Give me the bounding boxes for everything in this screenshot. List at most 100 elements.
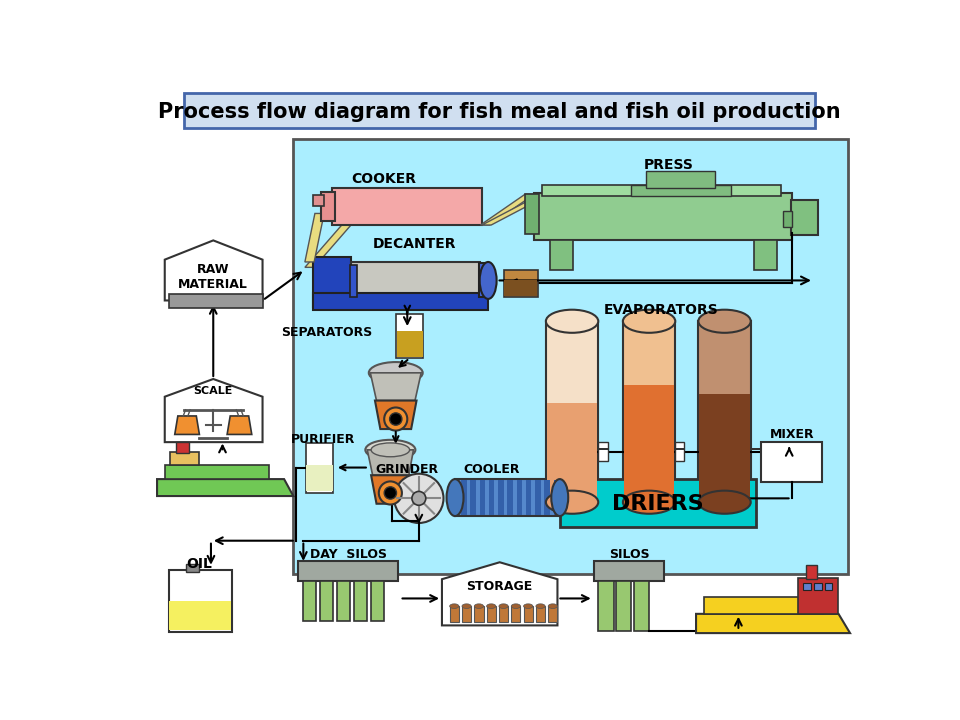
Bar <box>313 195 324 206</box>
Bar <box>498 480 504 516</box>
Polygon shape <box>157 479 294 496</box>
Bar <box>704 597 823 614</box>
Bar <box>783 211 792 227</box>
Bar <box>480 480 485 516</box>
Text: PURIFIER: PURIFIER <box>291 433 355 446</box>
Bar <box>169 294 262 308</box>
Bar <box>646 171 715 188</box>
Circle shape <box>384 487 396 499</box>
Bar <box>791 200 818 235</box>
Circle shape <box>384 408 407 431</box>
Ellipse shape <box>623 310 675 333</box>
Bar <box>598 442 608 461</box>
Bar <box>675 442 684 461</box>
Bar <box>761 442 822 482</box>
Ellipse shape <box>623 490 675 514</box>
Bar <box>313 293 488 310</box>
Bar <box>806 565 817 579</box>
Ellipse shape <box>546 490 598 514</box>
Bar <box>512 606 520 621</box>
Bar <box>593 562 664 581</box>
Text: RAW
MATERIAL: RAW MATERIAL <box>179 264 249 292</box>
Bar <box>470 480 476 516</box>
Bar <box>305 443 333 493</box>
Bar <box>526 480 531 516</box>
Bar <box>303 581 317 621</box>
Text: Process flow diagram for fish meal and fish oil production: Process flow diagram for fish meal and f… <box>158 102 841 122</box>
Bar <box>177 442 188 453</box>
Bar <box>616 581 632 631</box>
Bar <box>504 270 539 297</box>
Bar <box>169 600 231 630</box>
Ellipse shape <box>499 604 508 608</box>
Text: DAY  SILOS: DAY SILOS <box>310 548 387 561</box>
Bar <box>508 480 513 516</box>
Bar <box>523 606 533 621</box>
Bar <box>548 606 558 621</box>
Bar <box>804 583 811 590</box>
Text: DECANTER: DECANTER <box>373 238 457 251</box>
Bar <box>321 581 333 621</box>
Bar <box>313 257 351 307</box>
Bar <box>544 480 550 516</box>
Bar <box>184 93 815 128</box>
Bar <box>165 465 269 479</box>
Bar <box>294 139 848 574</box>
Bar <box>499 606 508 621</box>
Bar <box>462 606 471 621</box>
Bar <box>624 385 675 501</box>
Circle shape <box>412 492 426 505</box>
Polygon shape <box>696 614 850 633</box>
Polygon shape <box>535 193 792 240</box>
Text: EVAPORATORS: EVAPORATORS <box>604 302 719 317</box>
Bar <box>461 480 467 516</box>
Circle shape <box>390 413 402 426</box>
Polygon shape <box>165 240 262 300</box>
Bar <box>298 562 398 581</box>
Polygon shape <box>442 562 558 626</box>
Ellipse shape <box>551 479 568 516</box>
Bar <box>169 570 231 631</box>
Circle shape <box>395 474 444 523</box>
Bar <box>554 480 559 516</box>
Ellipse shape <box>446 479 464 516</box>
Polygon shape <box>368 450 414 475</box>
Bar <box>396 331 422 356</box>
Bar <box>321 192 335 221</box>
Ellipse shape <box>512 604 520 608</box>
Ellipse shape <box>372 443 410 456</box>
Bar <box>698 321 751 502</box>
Bar <box>349 265 357 297</box>
Bar <box>699 394 750 501</box>
Bar <box>525 194 539 234</box>
Bar <box>516 480 522 516</box>
Bar <box>337 581 350 621</box>
Text: COOLER: COOLER <box>464 464 520 477</box>
Bar <box>504 280 538 296</box>
Text: DRIERS: DRIERS <box>612 494 704 514</box>
Bar <box>550 240 573 270</box>
Ellipse shape <box>366 440 416 460</box>
Bar <box>598 448 608 450</box>
Ellipse shape <box>523 604 533 608</box>
Bar <box>185 564 200 572</box>
Bar <box>623 321 675 502</box>
Bar <box>449 606 459 621</box>
Bar <box>799 577 838 614</box>
Bar <box>535 480 540 516</box>
Bar <box>598 581 613 631</box>
Ellipse shape <box>536 604 545 608</box>
Bar <box>487 606 496 621</box>
Text: SCALE: SCALE <box>194 387 233 396</box>
Bar <box>351 262 480 300</box>
Text: GRINDER: GRINDER <box>375 464 439 477</box>
Bar <box>560 479 756 527</box>
Polygon shape <box>371 373 421 400</box>
Text: OIL: OIL <box>186 557 212 571</box>
Ellipse shape <box>449 604 459 608</box>
Polygon shape <box>228 416 252 434</box>
Polygon shape <box>482 200 539 225</box>
Polygon shape <box>175 416 200 434</box>
Bar <box>546 403 597 501</box>
Bar <box>474 606 484 621</box>
